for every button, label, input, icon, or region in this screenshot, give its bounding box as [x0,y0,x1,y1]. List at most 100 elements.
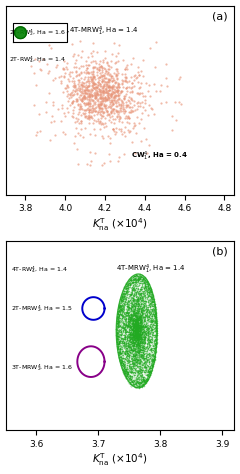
Point [121,323,125,331]
Point [133,338,137,346]
Point [138,326,142,334]
Point [136,323,140,330]
Point [134,334,138,342]
Point [135,347,139,355]
Point [128,331,132,339]
Point [119,358,123,365]
Point [122,358,126,366]
Point [136,328,140,335]
Point [93,57,97,64]
Point [135,314,139,322]
Point [143,294,146,301]
Point [138,346,142,353]
Point [141,307,145,314]
Point [150,325,154,332]
Point [130,346,133,354]
Point [145,307,149,315]
Point [137,321,141,329]
Point [133,329,137,337]
Point [146,281,150,288]
Point [70,113,74,120]
Point [131,316,135,323]
Point [131,340,135,348]
Point [133,311,137,319]
Point [135,371,139,378]
Point [146,351,150,358]
Point [131,334,135,341]
Point [121,363,125,370]
Point [148,367,152,375]
Point [97,105,101,112]
Point [78,86,82,93]
Point [140,323,144,331]
Point [119,334,123,341]
Point [133,315,137,323]
Point [136,317,140,324]
Point [133,356,137,364]
Point [136,308,140,316]
Point [143,316,147,323]
Point [112,93,116,101]
Point [121,305,125,312]
Point [124,370,127,377]
Point [138,325,142,333]
Point [88,161,92,168]
Point [136,277,140,285]
Point [148,300,152,308]
Point [148,367,152,375]
Point [137,327,141,335]
Point [123,321,127,328]
Point [154,329,158,337]
Point [126,328,129,335]
Point [147,285,150,293]
Point [123,300,126,308]
Point [116,348,120,356]
Point [130,378,134,385]
Point [135,327,139,334]
Point [137,304,141,312]
Point [126,340,130,347]
Point [133,315,137,323]
Point [143,106,147,114]
Point [152,352,156,360]
Point [132,332,136,339]
Point [131,346,135,354]
Point [128,314,132,321]
Point [117,307,120,315]
Point [137,363,141,370]
Point [140,373,144,380]
Point [115,316,119,324]
Point [115,65,119,73]
Point [135,327,138,335]
Point [149,338,153,346]
Point [124,316,128,323]
Point [81,93,85,100]
Point [119,303,123,310]
Point [73,118,77,126]
Point [91,119,95,127]
Point [91,63,95,71]
Point [139,300,143,307]
Point [136,334,139,342]
Point [128,328,132,335]
Point [147,357,151,365]
Point [136,330,140,337]
Point [121,319,125,327]
Point [153,316,157,324]
Point [147,346,150,354]
Point [153,319,156,327]
Point [146,368,150,375]
Point [135,327,138,335]
Point [122,314,126,321]
Point [132,323,136,330]
Point [136,328,140,335]
Point [147,306,151,314]
Point [127,119,131,127]
Point [130,339,134,347]
Point [138,299,142,306]
Point [141,274,145,282]
Point [141,103,145,110]
Point [136,273,140,281]
Point [137,360,141,367]
Point [128,367,132,375]
